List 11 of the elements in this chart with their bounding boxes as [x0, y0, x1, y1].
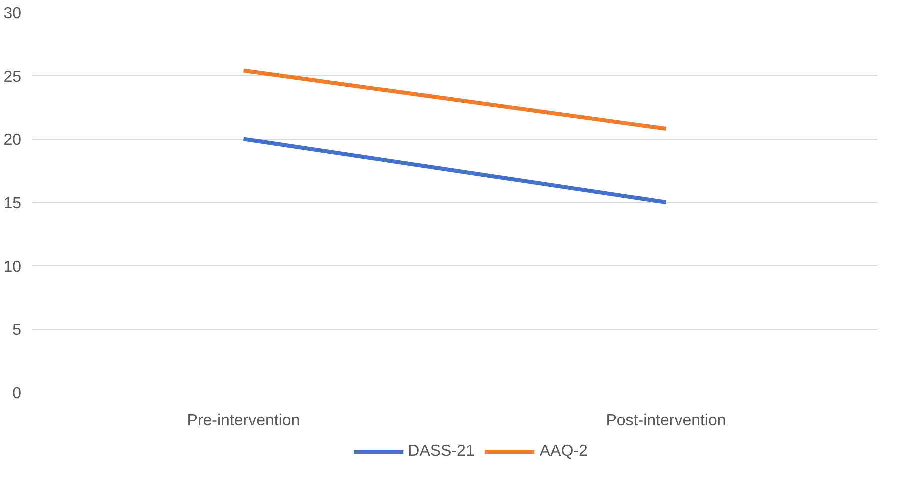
x-tick-label: Post-intervention — [606, 412, 726, 430]
y-tick-label: 30 — [4, 6, 22, 22]
y-tick-label: 20 — [4, 132, 22, 150]
legend-label: DASS-21 — [408, 443, 475, 461]
legend-label: AAQ-2 — [540, 443, 588, 461]
y-tick-label: 5 — [12, 322, 22, 340]
x-tick-label: Pre-intervention — [187, 412, 300, 430]
y-tick-label: 25 — [4, 68, 22, 86]
y-tick-label: 10 — [4, 258, 22, 276]
y-tick-label: 15 — [4, 196, 22, 212]
y-tick-label: 0 — [12, 386, 22, 402]
